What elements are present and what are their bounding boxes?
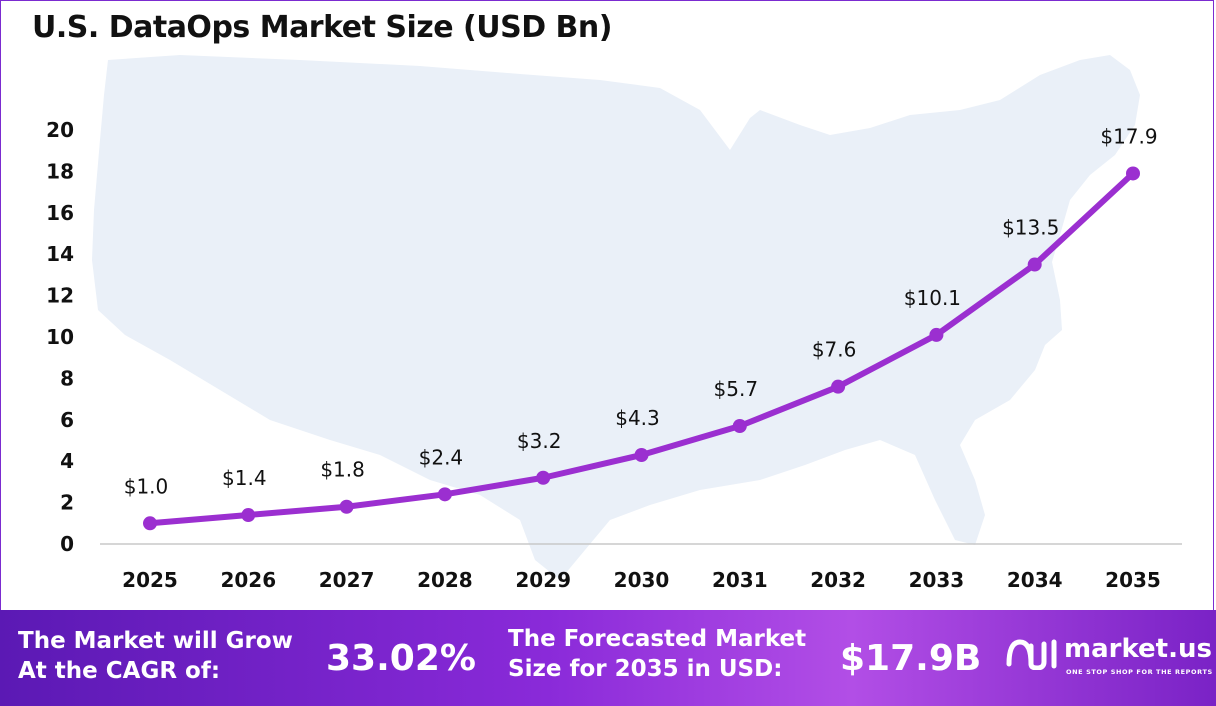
data-label: $5.7 xyxy=(714,377,759,401)
forecast-text-line1: The Forecasted Market xyxy=(508,626,807,652)
data-point xyxy=(831,379,846,394)
data-label: $1.0 xyxy=(124,474,169,498)
forecast-value: $17.9B xyxy=(840,638,982,679)
logo-name: market.us xyxy=(1064,634,1212,664)
us-map-background xyxy=(92,55,1140,580)
data-point xyxy=(339,499,354,514)
market-us-logo-icon xyxy=(1006,639,1057,670)
data-label: $3.2 xyxy=(517,429,562,453)
y-tick-label: 14 xyxy=(46,242,74,266)
x-tick-label: 2026 xyxy=(220,568,276,592)
x-tick-label: 2030 xyxy=(614,568,670,592)
forecast-text-line2: Size for 2035 in USD: xyxy=(508,656,783,682)
data-labels: $1.0 $1.4 $1.8 $2.4 $3.2 $4.3 $5.7 $7.6 $10.1 $13… xyxy=(124,124,1158,498)
cagr-text: The Market will Grow At the CAGR of: xyxy=(18,626,293,686)
data-point xyxy=(929,327,944,342)
data-point xyxy=(536,470,551,485)
y-tick-label: 20 xyxy=(46,118,74,142)
chart-title: U.S. DataOps Market Size (USD Bn) xyxy=(32,10,612,45)
y-tick-label: 18 xyxy=(46,159,74,183)
data-label: $10.1 xyxy=(904,286,961,310)
data-label: $4.3 xyxy=(615,406,660,430)
data-point xyxy=(1126,166,1140,181)
data-label: $13.5 xyxy=(1002,216,1059,240)
data-label: $1.8 xyxy=(320,458,365,482)
y-tick-label: 10 xyxy=(46,325,74,349)
x-tick-label: 2029 xyxy=(515,568,571,592)
data-label: $7.6 xyxy=(812,338,857,362)
y-tick-label: 2 xyxy=(60,491,74,515)
data-point xyxy=(1027,257,1042,272)
cagr-text-line2: At the CAGR of: xyxy=(18,658,221,684)
cagr-text-line1: The Market will Grow xyxy=(18,628,293,654)
data-point xyxy=(732,419,747,434)
data-point xyxy=(241,508,256,523)
data-point xyxy=(634,447,649,462)
y-tick-label: 0 xyxy=(60,532,74,556)
x-tick-label: 2035 xyxy=(1105,568,1161,592)
x-axis-ticks: 2025 2026 2027 2028 2029 2030 2031 2032 2033 2034… xyxy=(122,568,1161,592)
y-tick-label: 4 xyxy=(60,449,74,473)
y-axis-ticks: 0 2 4 6 8 10 12 14 16 18 20 xyxy=(46,118,74,556)
cagr-value: 33.02% xyxy=(326,638,476,679)
y-tick-label: 6 xyxy=(60,408,74,432)
summary-banner: The Market will Grow At the CAGR of: 33.… xyxy=(0,610,1216,706)
x-tick-label: 2034 xyxy=(1007,568,1063,592)
x-tick-label: 2033 xyxy=(909,568,965,592)
data-point xyxy=(143,516,157,531)
data-label: $1.4 xyxy=(222,466,267,490)
x-tick-label: 2032 xyxy=(810,568,866,592)
market-us-logo: market.us ONE STOP SHOP FOR THE REPORTS xyxy=(1004,632,1213,688)
data-points xyxy=(143,166,1140,531)
data-point xyxy=(437,487,452,502)
y-tick-label: 8 xyxy=(60,366,74,390)
data-label: $2.4 xyxy=(419,445,464,469)
data-label: $17.9 xyxy=(1100,124,1157,148)
x-tick-label: 2028 xyxy=(417,568,473,592)
x-tick-label: 2031 xyxy=(712,568,768,592)
y-tick-label: 16 xyxy=(46,201,74,225)
x-tick-label: 2025 xyxy=(122,568,178,592)
logo-tagline: ONE STOP SHOP FOR THE REPORTS xyxy=(1066,668,1213,676)
x-tick-label: 2027 xyxy=(319,568,375,592)
forecast-text: The Forecasted Market Size for 2035 in U… xyxy=(508,624,806,684)
y-tick-label: 12 xyxy=(46,284,74,308)
